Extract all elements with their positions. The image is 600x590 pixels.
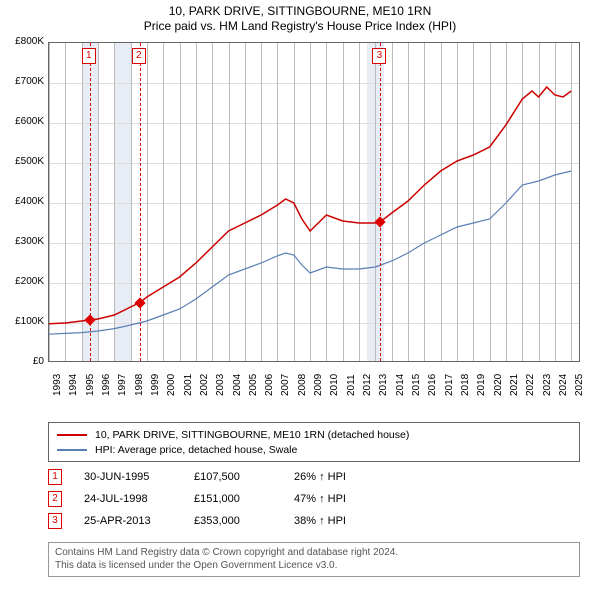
x-axis-label: 2020 bbox=[493, 374, 504, 396]
y-axis-label: £100K bbox=[0, 316, 44, 327]
x-axis-label: 1995 bbox=[85, 374, 96, 396]
x-axis-label: 2010 bbox=[329, 374, 340, 396]
y-axis-label: £500K bbox=[0, 156, 44, 167]
x-axis-label: 2016 bbox=[427, 374, 438, 396]
x-axis-label: 2012 bbox=[362, 374, 373, 396]
sales-row-hpi: 26% ↑ HPI bbox=[294, 471, 394, 483]
legend-row: 10, PARK DRIVE, SITTINGBOURNE, ME10 1RN … bbox=[57, 427, 571, 442]
sale-marker-line bbox=[140, 43, 141, 361]
series-svg bbox=[49, 43, 580, 362]
chart-container: 10, PARK DRIVE, SITTINGBOURNE, ME10 1RN … bbox=[0, 0, 600, 590]
y-axis-label: £0 bbox=[0, 356, 44, 367]
x-axis-label: 2002 bbox=[199, 374, 210, 396]
x-axis-label: 2011 bbox=[346, 374, 357, 396]
x-axis-label: 2005 bbox=[248, 374, 259, 396]
header: 10, PARK DRIVE, SITTINGBOURNE, ME10 1RN … bbox=[0, 0, 600, 33]
attribution-line1: Contains HM Land Registry data © Crown c… bbox=[55, 547, 573, 560]
x-axis-label: 1994 bbox=[68, 374, 79, 396]
attribution: Contains HM Land Registry data © Crown c… bbox=[48, 542, 580, 577]
sales-row-price: £151,000 bbox=[194, 493, 294, 505]
legend-swatch bbox=[57, 449, 87, 451]
sales-row-price: £107,500 bbox=[194, 471, 294, 483]
y-axis-label: £600K bbox=[0, 116, 44, 127]
attribution-line2: This data is licensed under the Open Gov… bbox=[55, 560, 573, 573]
sales-row-badge: 2 bbox=[48, 491, 62, 507]
plot-area bbox=[48, 42, 580, 362]
y-axis-label: £700K bbox=[0, 76, 44, 87]
x-axis-label: 2021 bbox=[509, 374, 520, 396]
x-axis-label: 2017 bbox=[444, 374, 455, 396]
x-axis-label: 2025 bbox=[574, 374, 585, 396]
x-axis-label: 2008 bbox=[297, 374, 308, 396]
x-axis-label: 2004 bbox=[232, 374, 243, 396]
chart-title: 10, PARK DRIVE, SITTINGBOURNE, ME10 1RN bbox=[0, 4, 600, 18]
sales-row-hpi: 38% ↑ HPI bbox=[294, 515, 394, 527]
y-axis-label: £800K bbox=[0, 36, 44, 47]
x-axis-label: 2022 bbox=[525, 374, 536, 396]
series-price_paid bbox=[49, 87, 571, 324]
x-axis-label: 2019 bbox=[476, 374, 487, 396]
x-axis-label: 1997 bbox=[117, 374, 128, 396]
sale-marker-badge: 3 bbox=[372, 48, 386, 64]
sale-marker-badge: 2 bbox=[132, 48, 146, 64]
x-axis-label: 2013 bbox=[378, 374, 389, 396]
legend: 10, PARK DRIVE, SITTINGBOURNE, ME10 1RN … bbox=[48, 422, 580, 462]
x-axis-label: 2003 bbox=[215, 374, 226, 396]
chart-subtitle: Price paid vs. HM Land Registry's House … bbox=[0, 19, 600, 33]
y-axis-label: £200K bbox=[0, 276, 44, 287]
sales-row-date: 30-JUN-1995 bbox=[84, 471, 194, 483]
sales-table: 1 30-JUN-1995£107,50026% ↑ HPI 2 24-JUL-199… bbox=[48, 466, 394, 532]
series-hpi bbox=[49, 171, 571, 334]
x-axis-label: 1996 bbox=[101, 374, 112, 396]
x-axis-label: 2009 bbox=[313, 374, 324, 396]
x-axis-label: 2007 bbox=[280, 374, 291, 396]
sale-marker-badge: 1 bbox=[82, 48, 96, 64]
x-axis-label: 2001 bbox=[183, 374, 194, 396]
chart-area: £0 £100K £200K £300K £400K £500K £600K £700K £80… bbox=[0, 38, 600, 418]
legend-swatch bbox=[57, 434, 87, 436]
x-axis-label: 1993 bbox=[52, 374, 63, 396]
x-axis-label: 2006 bbox=[264, 374, 275, 396]
sales-row-hpi: 47% ↑ HPI bbox=[294, 493, 394, 505]
sales-row: 1 30-JUN-1995£107,50026% ↑ HPI bbox=[48, 466, 394, 488]
x-axis-label: 2000 bbox=[166, 374, 177, 396]
x-axis-label: 2014 bbox=[395, 374, 406, 396]
y-axis-label: £300K bbox=[0, 236, 44, 247]
sales-row-date: 24-JUL-1998 bbox=[84, 493, 194, 505]
legend-label: 10, PARK DRIVE, SITTINGBOURNE, ME10 1RN … bbox=[95, 429, 409, 441]
legend-row: HPI: Average price, detached house, Swal… bbox=[57, 442, 571, 457]
legend-label: HPI: Average price, detached house, Swal… bbox=[95, 444, 297, 456]
x-axis-label: 2015 bbox=[411, 374, 422, 396]
x-axis-label: 2024 bbox=[558, 374, 569, 396]
y-axis-label: £400K bbox=[0, 196, 44, 207]
sales-row-badge: 1 bbox=[48, 469, 62, 485]
sale-marker-line bbox=[380, 43, 381, 361]
sales-row: 2 24-JUL-1998£151,00047% ↑ HPI bbox=[48, 488, 394, 510]
sales-row-badge: 3 bbox=[48, 513, 62, 529]
sales-row-price: £353,000 bbox=[194, 515, 294, 527]
x-axis-label: 2023 bbox=[542, 374, 553, 396]
x-axis-label: 1998 bbox=[134, 374, 145, 396]
x-axis-label: 1999 bbox=[150, 374, 161, 396]
sales-row-date: 25-APR-2013 bbox=[84, 515, 194, 527]
sales-row: 3 25-APR-2013£353,00038% ↑ HPI bbox=[48, 510, 394, 532]
x-axis-label: 2018 bbox=[460, 374, 471, 396]
